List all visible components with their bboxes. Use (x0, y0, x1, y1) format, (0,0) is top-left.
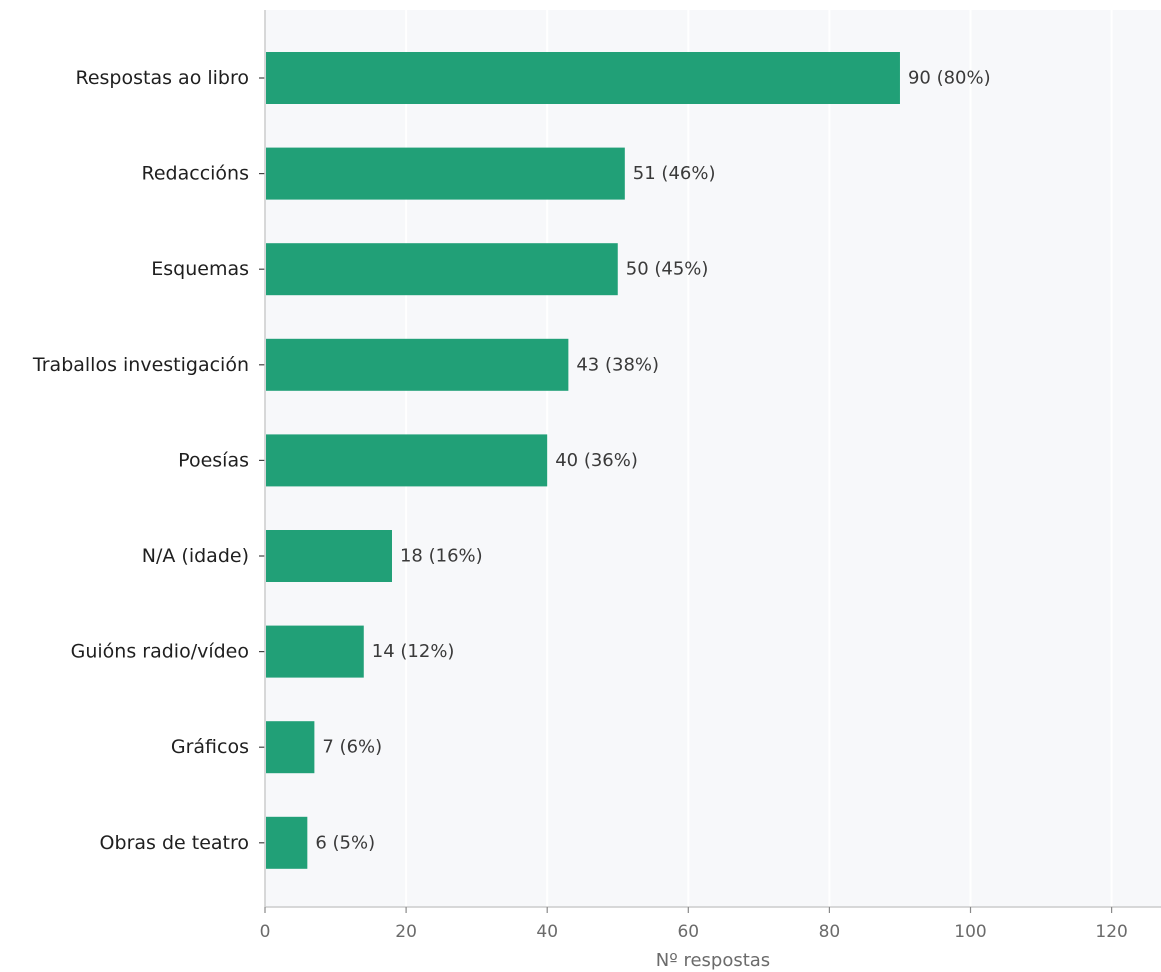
x-tick-label: 40 (536, 922, 558, 942)
bar (266, 434, 548, 487)
value-label: 43 (38%) (576, 354, 659, 375)
bar (266, 530, 392, 582)
value-label: 18 (16%) (400, 546, 483, 567)
bar (266, 147, 625, 200)
x-axis-title: Nº respostas (656, 950, 770, 971)
category-label: Traballos investigación (32, 354, 249, 376)
value-labels: 90 (80%) 51 (46%) 50 (45%) 43 (38%) 40 (36%)… (315, 68, 990, 854)
x-tick-label: 80 (819, 922, 841, 942)
value-label: 40 (36%) (555, 450, 638, 471)
bars (266, 52, 900, 869)
axes: Respostas ao libro Redaccións Esquemas Trab… (32, 10, 1161, 942)
bar (266, 721, 315, 774)
x-tick-label: 60 (677, 922, 699, 942)
category-label: Poesías (178, 449, 249, 471)
category-label: Esquemas (151, 258, 249, 280)
category-label: N/A (idade) (142, 545, 249, 567)
value-label: 14 (12%) (372, 641, 455, 662)
bar (266, 816, 308, 869)
x-tick-label: 100 (954, 922, 986, 942)
x-tick-label: 120 (1095, 922, 1127, 942)
value-label: 90 (80%) (908, 68, 991, 89)
category-label: Respostas ao libro (76, 67, 250, 89)
category-label: Redaccións (142, 163, 249, 185)
bar (266, 243, 618, 296)
bar (266, 52, 900, 104)
value-label: 50 (45%) (626, 259, 709, 280)
bar (266, 625, 364, 678)
bar (266, 338, 569, 391)
value-label: 51 (46%) (633, 163, 716, 184)
category-label: Guións radio/vídeo (71, 641, 249, 663)
category-label: Obras de teatro (100, 832, 249, 854)
category-label: Gráficos (171, 736, 249, 758)
value-label: 7 (6%) (322, 737, 382, 758)
x-tick-label: 20 (395, 922, 417, 942)
value-label: 6 (5%) (315, 832, 375, 853)
x-tick-label: 0 (260, 922, 271, 942)
